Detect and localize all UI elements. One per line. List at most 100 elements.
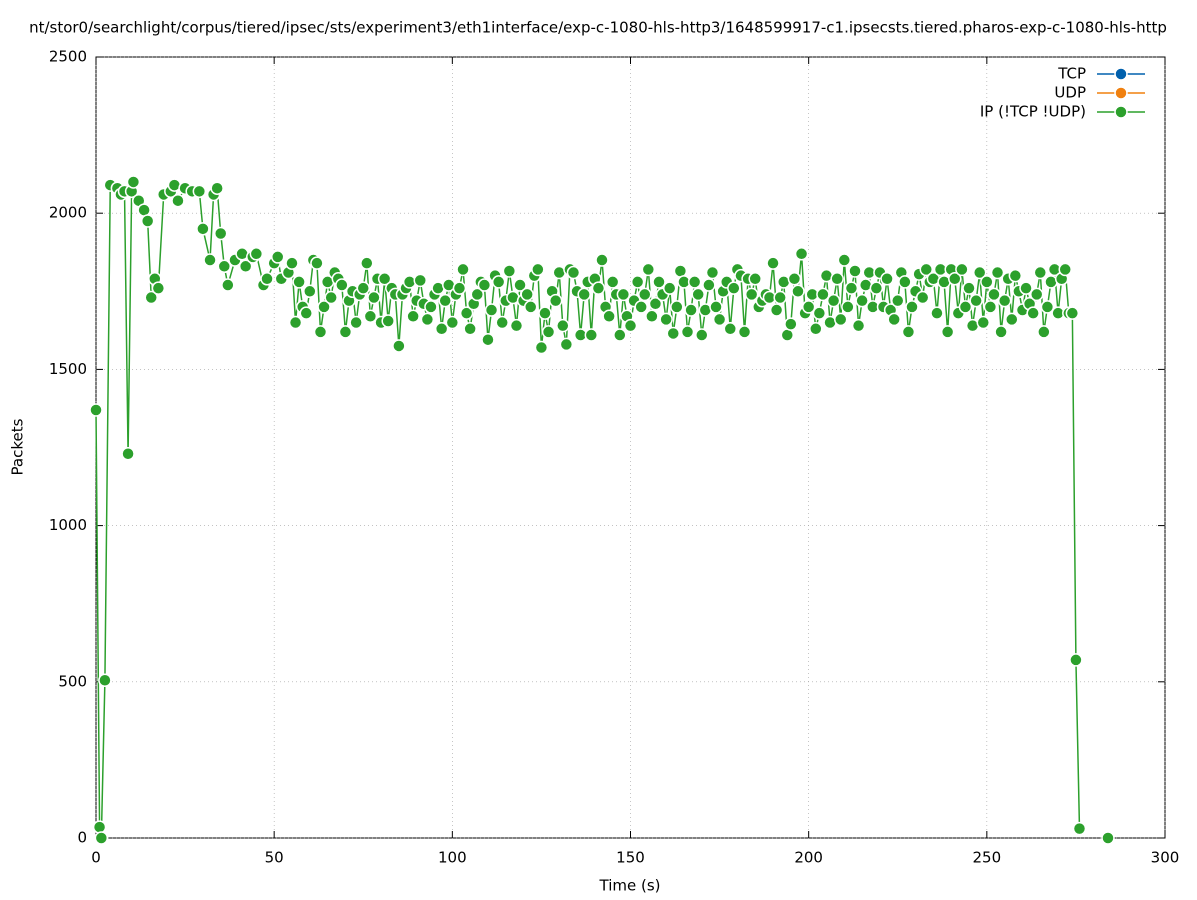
x-tick-label: 50 bbox=[265, 849, 284, 867]
x-axis-label: Time (s) bbox=[599, 877, 661, 895]
data-point bbox=[602, 309, 616, 324]
data-point bbox=[1101, 831, 1115, 845]
data-point bbox=[196, 222, 210, 236]
data-point bbox=[623, 318, 638, 333]
data-point bbox=[513, 278, 527, 292]
data-point bbox=[137, 203, 151, 217]
y-tick-label: 2500 bbox=[49, 48, 87, 66]
data-point bbox=[1019, 281, 1033, 295]
data-point bbox=[260, 272, 274, 286]
data-point bbox=[338, 325, 353, 339]
data-point bbox=[1072, 821, 1087, 836]
data-point bbox=[709, 300, 723, 314]
data-point bbox=[673, 264, 688, 278]
data-point bbox=[744, 287, 759, 302]
data-point bbox=[648, 297, 663, 311]
data-point bbox=[360, 256, 374, 270]
data-point bbox=[363, 309, 378, 324]
x-tick-label: 0 bbox=[91, 849, 101, 867]
y-tick-label: 500 bbox=[58, 672, 87, 690]
data-point bbox=[659, 312, 673, 327]
data-point bbox=[424, 300, 438, 314]
data-point bbox=[1008, 268, 1023, 283]
data-point bbox=[126, 175, 141, 189]
data-point bbox=[541, 325, 556, 339]
data-point bbox=[994, 325, 1008, 339]
data-point bbox=[459, 306, 474, 320]
data-point bbox=[1026, 306, 1040, 320]
data-point bbox=[313, 325, 328, 339]
data-point bbox=[377, 272, 392, 286]
data-point bbox=[830, 272, 844, 286]
data-point bbox=[869, 281, 884, 295]
data-point bbox=[851, 318, 866, 333]
plot-border bbox=[95, 56, 1166, 839]
data-point bbox=[94, 831, 109, 845]
data-point bbox=[438, 293, 452, 308]
x-tick-label: 250 bbox=[973, 849, 1002, 867]
chart-title: nt/stor0/searchlight/corpus/tiered/ipsec… bbox=[29, 19, 1167, 37]
legend-label: UDP bbox=[1054, 84, 1086, 102]
data-point bbox=[773, 290, 787, 305]
data-point bbox=[144, 290, 158, 305]
data-point bbox=[577, 287, 591, 302]
data-point bbox=[915, 290, 930, 305]
y-tick-label: 2000 bbox=[49, 204, 87, 222]
data-point bbox=[630, 275, 645, 289]
data-point bbox=[456, 262, 470, 277]
data-point bbox=[413, 273, 428, 288]
legend-marker bbox=[1114, 67, 1128, 81]
y-tick-label: 1000 bbox=[49, 516, 87, 534]
data-point bbox=[855, 293, 869, 308]
data-point bbox=[381, 314, 395, 328]
x-tick-label: 300 bbox=[1151, 849, 1180, 867]
data-point bbox=[217, 259, 232, 274]
data-point bbox=[335, 278, 349, 292]
data-point bbox=[930, 306, 944, 320]
data-point bbox=[634, 300, 648, 314]
data-point bbox=[238, 259, 253, 274]
data-point bbox=[919, 262, 934, 277]
data-point bbox=[171, 193, 185, 208]
data-point bbox=[976, 315, 991, 330]
data-point bbox=[766, 256, 780, 270]
legend-marker bbox=[1114, 86, 1128, 100]
data-point bbox=[905, 300, 919, 314]
data-point bbox=[844, 281, 859, 295]
data-point bbox=[737, 325, 752, 339]
data-point bbox=[434, 322, 449, 336]
data-point bbox=[1037, 325, 1051, 339]
data-point bbox=[958, 300, 973, 314]
y-tick-label: 0 bbox=[77, 829, 87, 847]
data-point bbox=[613, 328, 627, 342]
data-point bbox=[638, 287, 652, 302]
data-point bbox=[1040, 300, 1055, 314]
data-point bbox=[787, 272, 802, 286]
data-point bbox=[140, 214, 155, 228]
y-axis-label: Packets bbox=[9, 418, 27, 475]
data-point bbox=[670, 300, 684, 314]
data-point bbox=[221, 278, 235, 292]
data-point bbox=[972, 265, 987, 280]
data-point bbox=[445, 315, 460, 330]
data-point bbox=[192, 184, 207, 199]
data-point bbox=[310, 256, 324, 270]
data-point bbox=[356, 281, 370, 295]
data-point bbox=[452, 281, 467, 295]
data-point bbox=[691, 287, 705, 302]
data-point bbox=[523, 300, 538, 314]
data-point bbox=[848, 264, 862, 278]
data-point bbox=[470, 287, 485, 302]
data-point bbox=[303, 284, 317, 299]
data-point bbox=[955, 262, 969, 277]
data-point bbox=[816, 287, 830, 302]
data-point bbox=[210, 181, 224, 195]
data-point bbox=[983, 300, 998, 314]
data-point bbox=[645, 309, 659, 324]
x-tick-label: 150 bbox=[616, 849, 645, 867]
legend-marker bbox=[1114, 105, 1128, 119]
data-point bbox=[92, 820, 107, 834]
data-point bbox=[712, 312, 727, 327]
data-point bbox=[891, 293, 905, 308]
legend-label: TCP bbox=[1057, 65, 1086, 83]
